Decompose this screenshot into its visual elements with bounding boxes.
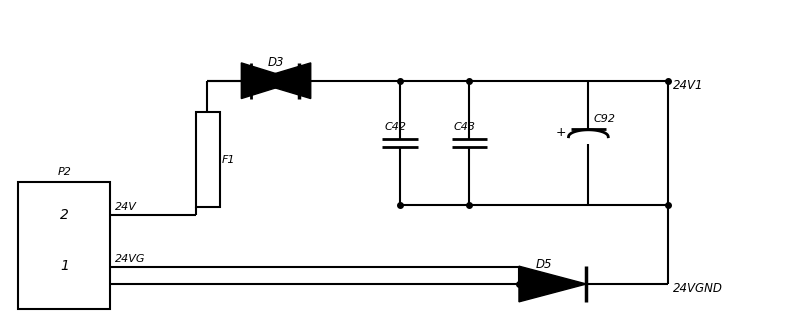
Text: C42: C42	[384, 122, 406, 132]
Polygon shape	[241, 63, 299, 99]
Text: D5: D5	[535, 258, 552, 271]
Bar	[18, 182, 110, 309]
Text: +: +	[555, 126, 566, 139]
Text: 2: 2	[60, 208, 69, 221]
Text: C92: C92	[593, 114, 615, 124]
Polygon shape	[251, 63, 310, 99]
Text: 24V: 24V	[115, 202, 137, 212]
Text: 24VGND: 24VGND	[673, 282, 723, 296]
Text: D3: D3	[268, 56, 284, 70]
Text: 1: 1	[60, 259, 69, 273]
Text: P2: P2	[57, 167, 71, 177]
Text: 24V1: 24V1	[673, 79, 703, 92]
Bar	[195, 113, 219, 207]
Text: F1: F1	[222, 155, 235, 165]
Text: 24VG: 24VG	[115, 254, 146, 264]
Text: C43: C43	[453, 122, 476, 132]
Polygon shape	[519, 266, 587, 302]
